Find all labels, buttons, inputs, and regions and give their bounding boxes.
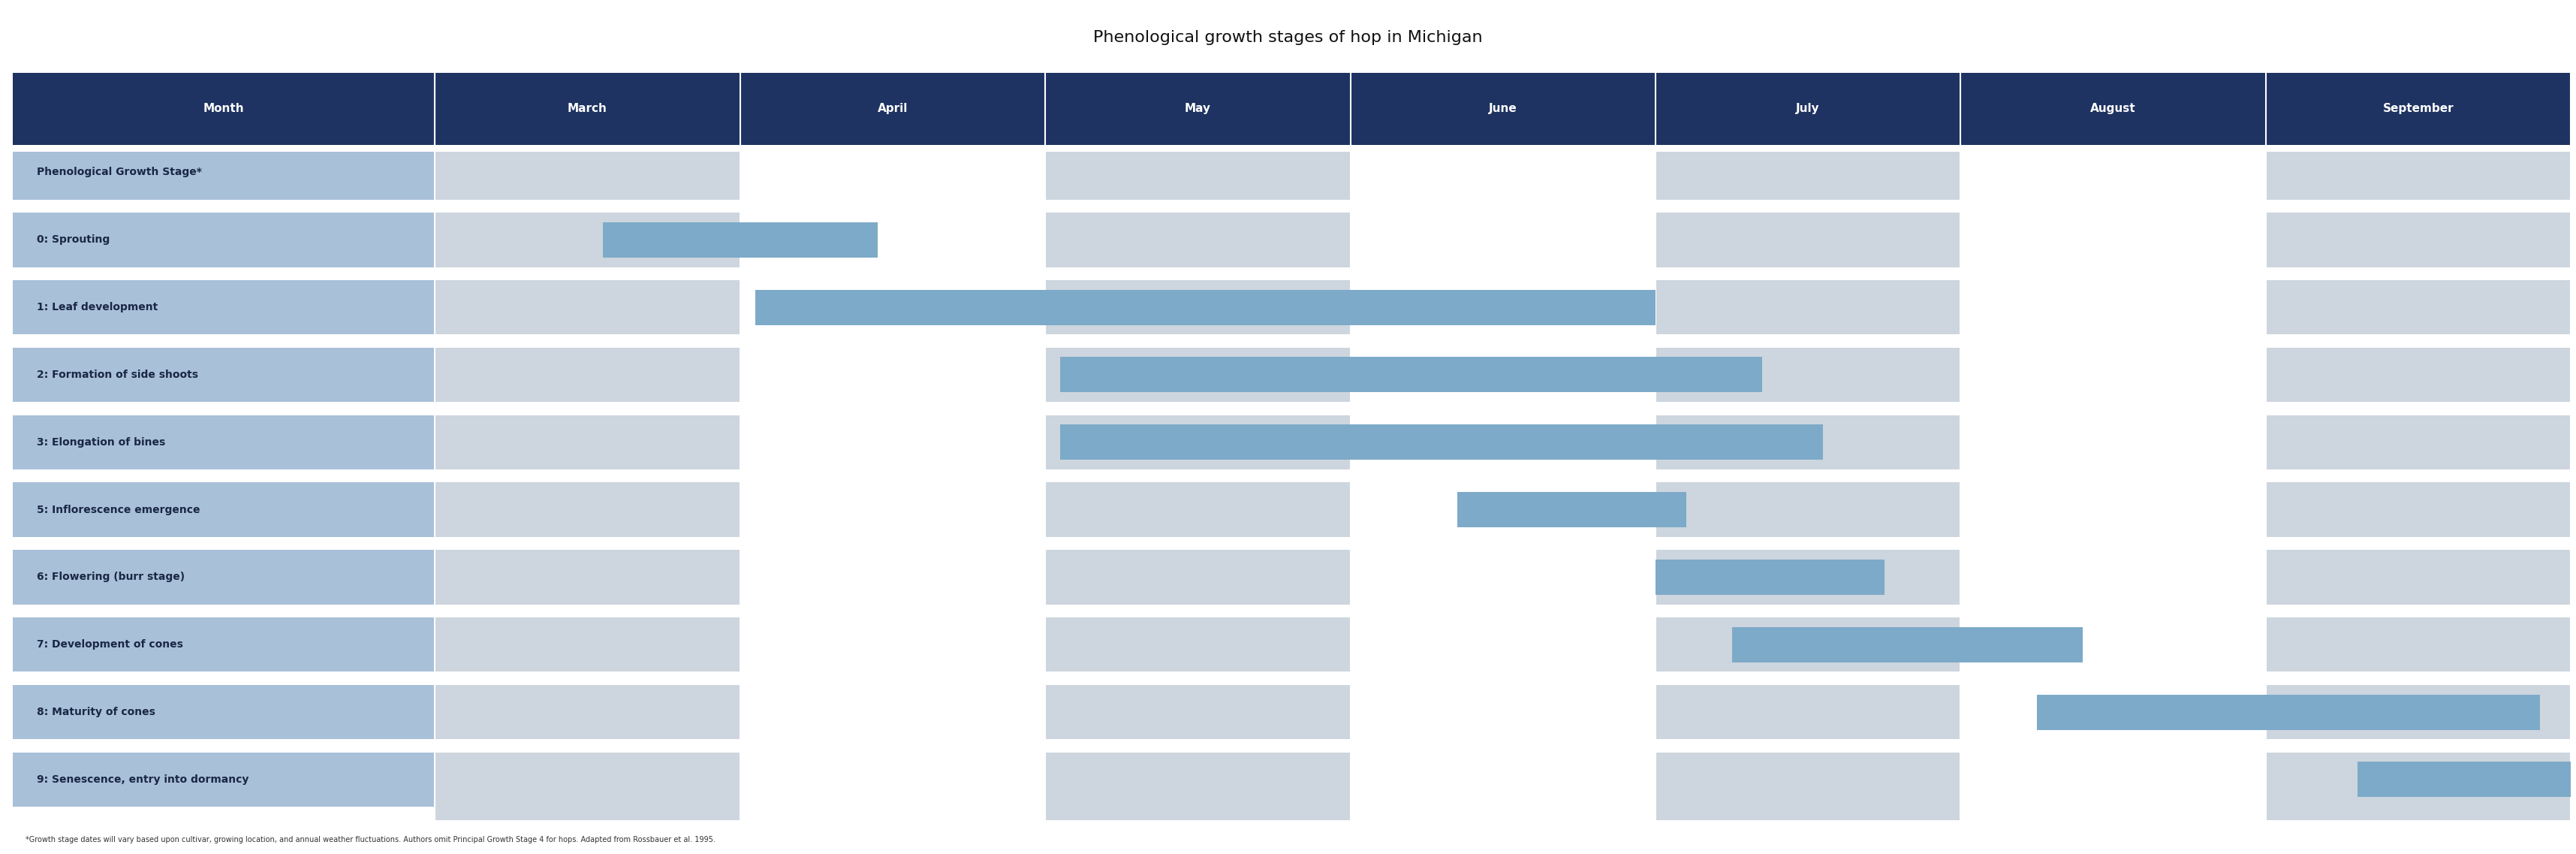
Bar <box>13 483 435 537</box>
Text: 7: Development of cones: 7: Development of cones <box>36 640 183 650</box>
Text: Phenological Growth Stage*: Phenological Growth Stage* <box>36 167 201 178</box>
Text: 6: Flowering (burr stage): 6: Flowering (burr stage) <box>36 572 185 582</box>
Bar <box>13 145 435 200</box>
Bar <box>13 73 2571 145</box>
Text: 5: Inflorescence emergence: 5: Inflorescence emergence <box>36 505 201 515</box>
Bar <box>435 145 739 820</box>
Bar <box>1061 424 1824 460</box>
Bar <box>13 280 435 335</box>
Bar <box>1046 145 1350 820</box>
Bar <box>1061 357 1762 393</box>
Bar <box>13 348 435 402</box>
Bar <box>13 752 435 807</box>
Bar <box>1350 145 1656 820</box>
Bar <box>13 550 435 605</box>
Text: June: June <box>1489 103 1517 114</box>
Bar <box>1656 145 1960 820</box>
Bar <box>2267 145 2571 820</box>
Text: 8: Maturity of cones: 8: Maturity of cones <box>36 707 155 717</box>
Text: 0: Sprouting: 0: Sprouting <box>36 235 111 245</box>
Bar <box>13 145 2571 152</box>
Bar <box>13 672 2571 685</box>
Bar <box>2038 694 2540 730</box>
Bar <box>13 605 2571 617</box>
Bar <box>13 470 2571 483</box>
Bar <box>13 200 2571 213</box>
Text: May: May <box>1185 103 1211 114</box>
Text: Month: Month <box>204 103 245 114</box>
Bar <box>13 213 435 267</box>
Bar <box>13 415 435 470</box>
Bar <box>13 685 435 740</box>
Text: April: April <box>878 103 907 114</box>
Text: August: August <box>2089 103 2136 114</box>
Bar <box>13 335 2571 348</box>
Text: Phenological growth stages of hop in Michigan: Phenological growth stages of hop in Mic… <box>1092 30 1484 45</box>
Bar <box>13 402 2571 415</box>
Bar <box>1458 492 1685 528</box>
Text: March: March <box>567 103 608 114</box>
Bar <box>1960 145 2267 820</box>
Text: July: July <box>1795 103 1819 114</box>
Bar <box>755 290 1656 325</box>
Bar <box>13 267 2571 280</box>
Bar <box>1656 559 1883 595</box>
Bar <box>13 617 435 672</box>
Text: 2: Formation of side shoots: 2: Formation of side shoots <box>36 370 198 380</box>
Text: 9: Senescence, entry into dormancy: 9: Senescence, entry into dormancy <box>36 775 250 785</box>
Text: 1: Leaf development: 1: Leaf development <box>36 302 157 313</box>
Text: September: September <box>2383 103 2455 114</box>
Bar <box>2357 762 2571 798</box>
Bar <box>13 740 2571 752</box>
Bar <box>739 145 1046 820</box>
Text: *Growth stage dates will vary based upon cultivar, growing location, and annual : *Growth stage dates will vary based upon… <box>26 836 716 844</box>
Bar <box>13 537 2571 550</box>
Bar <box>603 222 878 258</box>
Text: 3: Elongation of bines: 3: Elongation of bines <box>36 437 165 447</box>
Bar <box>1731 627 2081 663</box>
